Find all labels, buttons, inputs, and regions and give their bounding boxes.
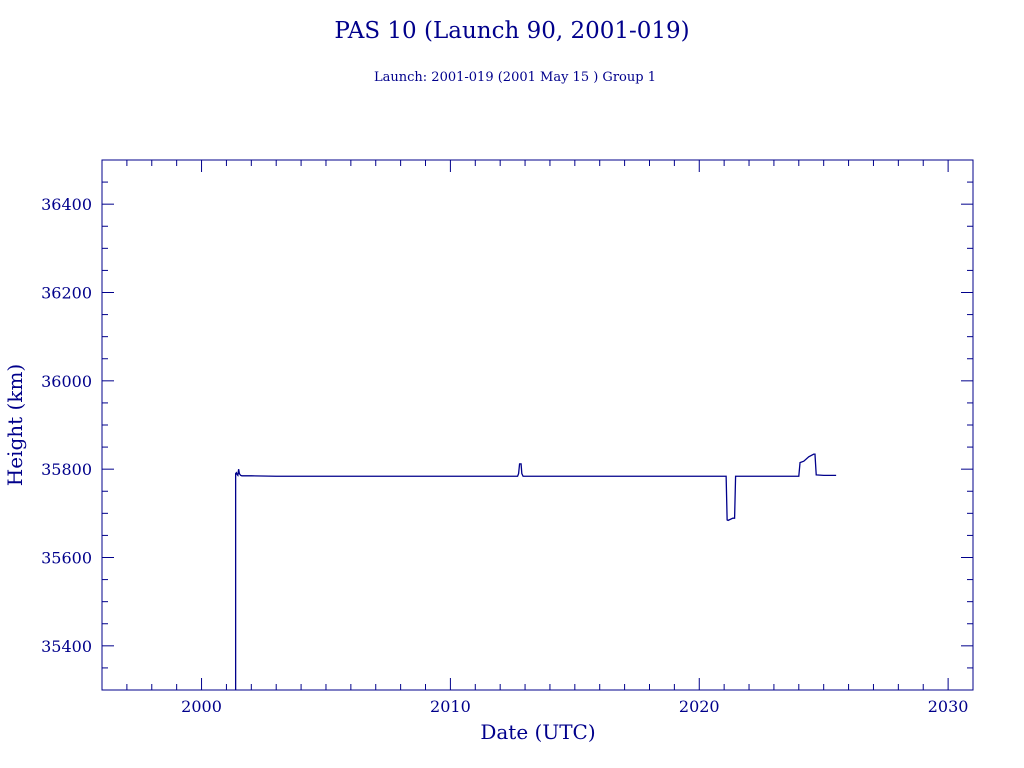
- plot-frame: [101, 159, 974, 691]
- x-axis-label: Date (UTC): [480, 720, 595, 744]
- y-tick-label: 36400: [41, 195, 92, 214]
- y-tick-label: 36000: [41, 372, 92, 391]
- chart-title: PAS 10 (Launch 90, 2001-019): [334, 18, 689, 44]
- y-tick-label: 35600: [41, 549, 92, 568]
- x-tick-label: 2000: [181, 697, 222, 716]
- tick-labels: 2000 2010 2020 2030 35400 35600 35800 36000 3620…: [41, 195, 968, 716]
- x-tick-label: 2030: [928, 697, 969, 716]
- x-tick-label: 2010: [430, 697, 471, 716]
- height-series-line: [234, 453, 837, 690]
- chart-subtitle: Launch: 2001-019 (2001 May 15 ) Group 1: [374, 70, 656, 85]
- y-axis-label: Height (km): [3, 364, 27, 486]
- y-tick-label: 35800: [41, 460, 92, 479]
- y-tick-label: 35400: [41, 637, 92, 656]
- y-tick-label: 36200: [41, 284, 92, 303]
- x-tick-label: 2020: [679, 697, 720, 716]
- axis-ticks: [101, 159, 974, 691]
